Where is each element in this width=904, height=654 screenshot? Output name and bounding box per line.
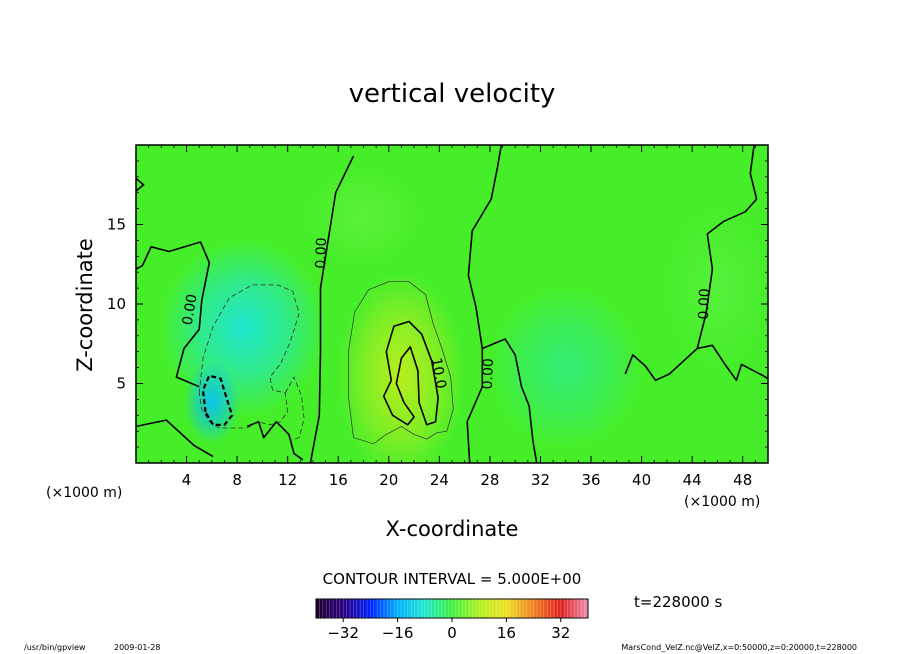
x-tick-label: 8: [232, 471, 242, 489]
x-tick-label: 44: [683, 471, 702, 489]
x-tick-label: 24: [430, 471, 449, 489]
contour-label: 0.00: [180, 293, 201, 326]
contour-line: [136, 419, 214, 458]
x-axis-ticks: 4 8 12 16 20 24 28 32 36 40 44 48: [148, 145, 756, 489]
contour-line: [382, 320, 439, 426]
x-tick-label: 16: [329, 471, 348, 489]
colorbar-tick-label: 0: [447, 624, 457, 642]
y-tick-label: 5: [116, 375, 126, 393]
contour-line: [198, 284, 300, 429]
x-unit-label-right: (×1000 m): [684, 494, 760, 510]
colorbar-tick-label: −32: [327, 624, 359, 642]
field-blob: [666, 208, 768, 368]
footer-data-source: MarsCond_VelZ.nc@VelZ,x=0:50000,z=0:2000…: [621, 643, 857, 652]
contour-label: 0.00: [313, 237, 330, 269]
chart-title: vertical velocity: [349, 79, 556, 109]
contour-label: 10.0: [428, 357, 449, 390]
contour-interval-text: CONTOUR INTERVAL = 5.000E+00: [323, 570, 582, 588]
footer-program-path: /usr/bin/gpview: [24, 643, 86, 652]
contour-label: 0.00: [696, 288, 713, 320]
x-tick-label: 4: [182, 471, 192, 489]
contour-line: [284, 376, 305, 442]
shaded-field-layer: [161, 168, 768, 463]
x-tick-label: 32: [531, 471, 550, 489]
contour-layer: [136, 145, 768, 463]
y-axis-label: Z-coordinate: [73, 238, 97, 372]
y-tick-label: 15: [107, 216, 126, 234]
x-axis-label: X-coordinate: [386, 517, 519, 541]
contour-line: [696, 145, 758, 349]
contour-line: [348, 281, 454, 445]
field-blob: [489, 288, 642, 448]
x-tick-label: 36: [581, 471, 600, 489]
colorbar-ticks: −32 −16 0 16 32: [327, 618, 570, 642]
contour-line: [246, 420, 304, 461]
contour-label: 0.00: [480, 358, 497, 390]
contour-line: [136, 177, 145, 192]
x-tick-label: 48: [733, 471, 752, 489]
y-axis-ticks: 5 10 15: [107, 160, 768, 448]
colorbar-tick-label: 32: [551, 624, 570, 642]
colorbar: −32 −16 0 16 32: [315, 598, 589, 642]
x-tick-label: 20: [379, 471, 398, 489]
x-tick-label: 40: [632, 471, 651, 489]
x-tick-label: 12: [278, 471, 297, 489]
contour-line: [201, 374, 234, 426]
time-label: t=228000 s: [634, 593, 722, 611]
contour-line: [309, 155, 355, 463]
contour-line: [466, 338, 538, 463]
contour-line: [467, 145, 503, 349]
y-tick-label: 10: [107, 295, 126, 313]
contour-line: [136, 241, 211, 388]
contour-label-layer: 0.00 0.00 0.00 0.00 10.0: [180, 237, 714, 390]
footer-date: 2009-01-28: [114, 643, 161, 652]
field-blob: [184, 361, 240, 444]
x-tick-label: 28: [480, 471, 499, 489]
colorbar-stripes: [319, 599, 585, 618]
colorbar-tick-label: 16: [497, 624, 516, 642]
x-unit-label-left: (×1000 m): [46, 485, 122, 501]
colorbar-tick-label: −16: [382, 624, 414, 642]
field-blob: [338, 272, 465, 463]
